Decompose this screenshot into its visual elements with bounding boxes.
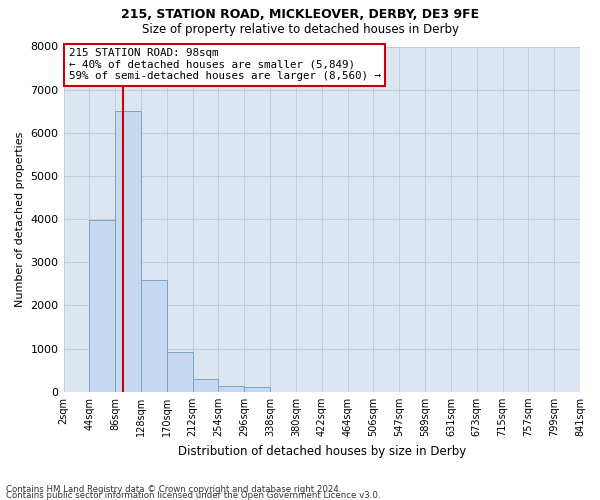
Text: 215 STATION ROAD: 98sqm
← 40% of detached houses are smaller (5,849)
59% of semi: 215 STATION ROAD: 98sqm ← 40% of detache…: [69, 48, 381, 82]
Bar: [89, 220, 115, 392]
Text: 215, STATION ROAD, MICKLEOVER, DERBY, DE3 9FE: 215, STATION ROAD, MICKLEOVER, DERBY, DE…: [121, 8, 479, 20]
Bar: [167, 352, 193, 392]
Bar: [193, 379, 218, 392]
Bar: [218, 386, 244, 392]
Bar: [115, 111, 141, 392]
Text: Size of property relative to detached houses in Derby: Size of property relative to detached ho…: [142, 22, 458, 36]
Y-axis label: Number of detached properties: Number of detached properties: [15, 132, 25, 307]
Text: Contains HM Land Registry data © Crown copyright and database right 2024.: Contains HM Land Registry data © Crown c…: [6, 484, 341, 494]
X-axis label: Distribution of detached houses by size in Derby: Distribution of detached houses by size …: [178, 444, 466, 458]
Text: Contains public sector information licensed under the Open Government Licence v3: Contains public sector information licen…: [6, 490, 380, 500]
Bar: [141, 280, 167, 392]
Bar: [244, 386, 270, 392]
